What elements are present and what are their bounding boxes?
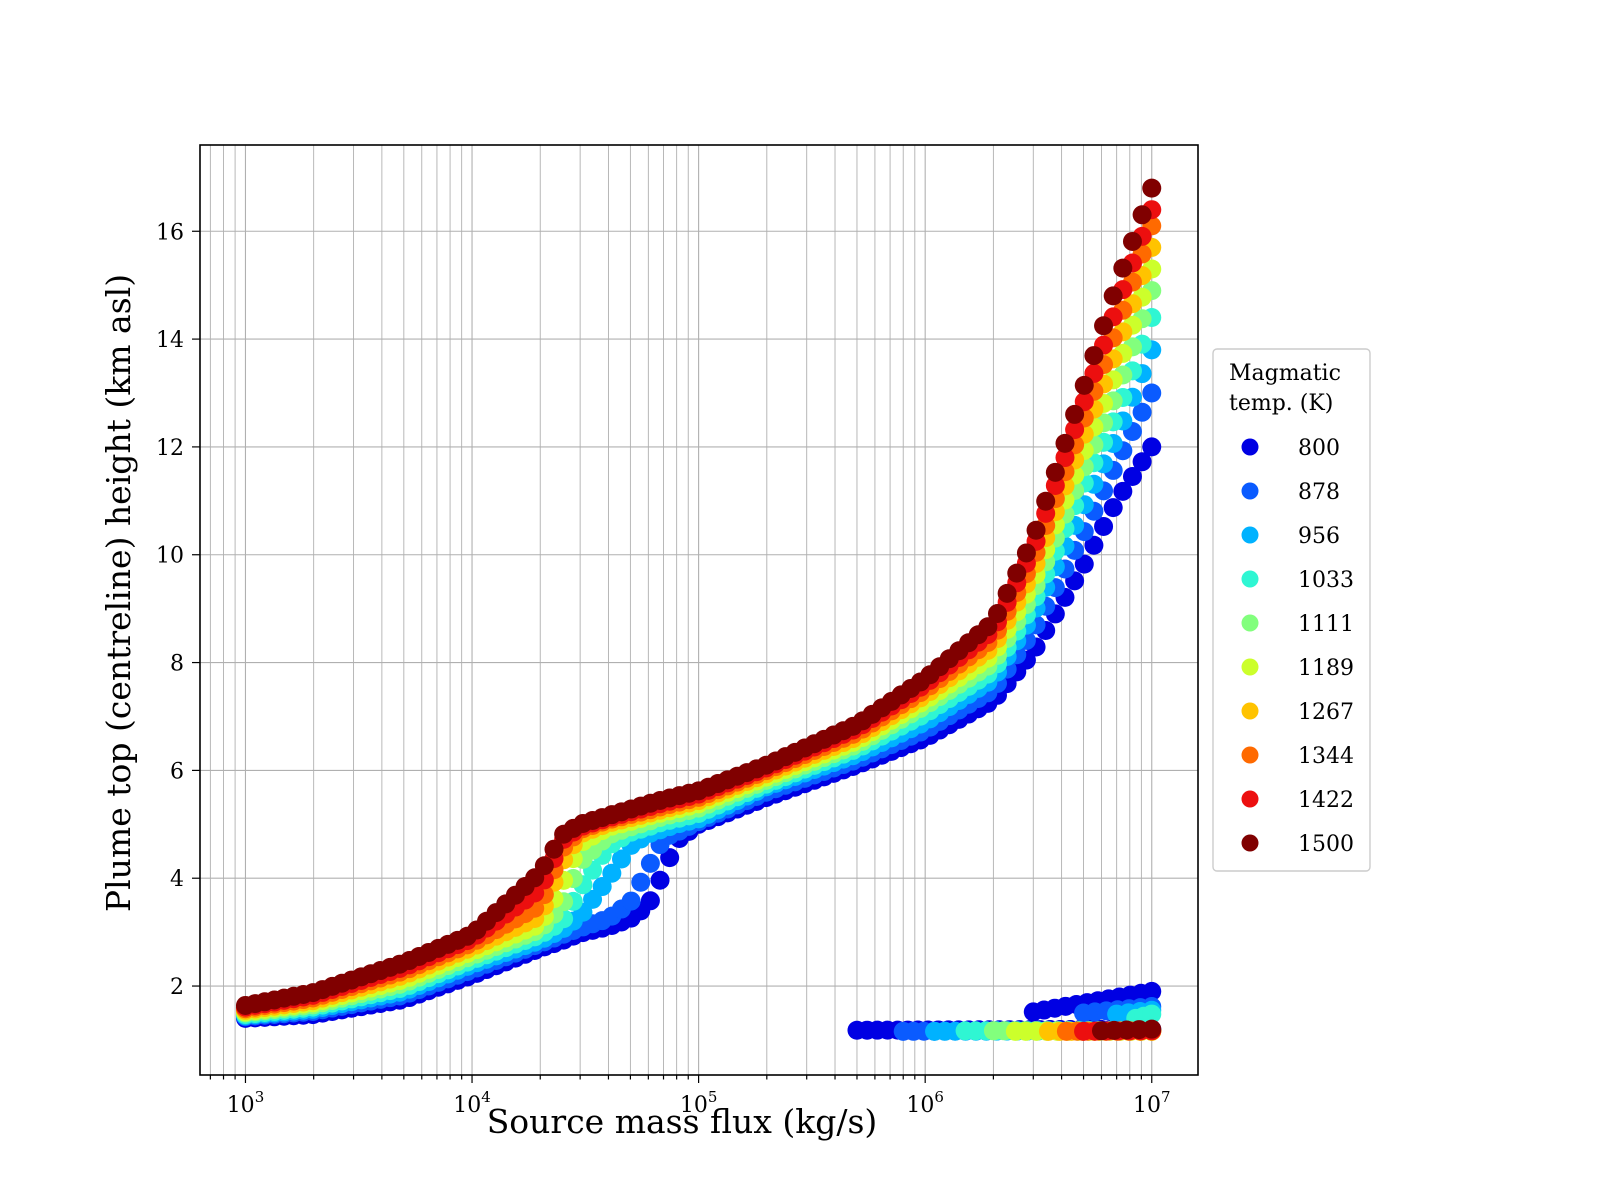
y-tick-label: 4 [170,867,184,892]
data-point [1036,491,1056,511]
data-point [997,583,1017,603]
data-points [235,178,1162,1041]
legend-label: 1111 [1298,612,1354,637]
data-point [1132,205,1152,225]
legend-label: 800 [1298,436,1340,461]
y-tick-label: 14 [156,328,184,353]
data-point [1113,258,1133,278]
data-point [660,848,680,868]
data-point [1132,452,1152,472]
legend-label: 1344 [1298,744,1354,769]
data-point [1026,520,1046,540]
legend-marker [1241,526,1259,544]
y-tick-label: 8 [170,652,184,677]
data-point [1065,404,1085,424]
legend-marker [1241,570,1259,588]
data-point [1084,346,1104,366]
legend-box [1212,348,1371,872]
data-point [1142,1019,1162,1039]
data-point [1016,543,1036,563]
legend-label: 878 [1298,480,1340,505]
legend-marker [1241,438,1259,456]
data-point [1074,554,1094,574]
data-point [1007,563,1027,583]
data-point [1142,178,1162,198]
y-tick-label: 12 [156,436,184,461]
x-tick-label: 106 [906,1088,944,1118]
data-point [1113,481,1133,501]
x-tick-label: 104 [453,1088,491,1118]
data-point [640,891,660,911]
legend-label: 1189 [1298,656,1354,681]
legend-marker [1241,746,1259,764]
y-tick-label: 10 [156,544,184,569]
axis-ticks [192,230,1153,1083]
y-axis-label: Plume top (centreline) height (km asl) [99,274,138,912]
x-tick-label: 103 [227,1088,265,1118]
y-tick-label: 16 [156,220,184,245]
upper-series-1500 [235,178,1162,1015]
data-point [592,877,612,897]
x-tick-labels: 103 104 105 106 107 [227,1088,1171,1118]
legend-title: temp. (K) [1229,391,1333,416]
data-point [1074,375,1094,395]
legend-marker [1241,702,1259,720]
data-point [640,853,660,873]
data-point [1122,467,1142,487]
data-point [1142,437,1162,457]
data-point [1122,231,1142,251]
legend-marker [1241,658,1259,676]
x-tick-label: 105 [680,1088,718,1118]
data-point [1045,475,1065,495]
data-point [1055,448,1075,468]
legend-title: Magmatic [1229,361,1341,386]
y-tick-label: 2 [170,975,184,1000]
legend-label: 1422 [1298,788,1354,813]
y-tick-labels: 2 4 6 8 10 12 14 16 [156,220,184,1000]
lower-series-1500 [1091,1019,1162,1041]
data-point [1142,383,1162,403]
data-point [987,604,1007,624]
data-point [631,872,651,892]
data-point [602,863,622,883]
data-point [534,856,554,876]
legend-label: 956 [1298,524,1340,549]
data-point [611,849,631,869]
legend-label: 1267 [1298,700,1354,725]
data-point [650,870,670,890]
data-point [1084,535,1104,555]
x-tick-label: 107 [1133,1088,1171,1118]
data-point [1142,1004,1162,1024]
legend-marker [1241,482,1259,500]
legend-marker [1241,834,1259,852]
legend-marker [1241,614,1259,632]
data-point [1103,286,1123,306]
data-point [1132,402,1152,422]
data-point [1142,981,1162,1001]
legend-label: 1500 [1298,832,1354,857]
data-point [1103,498,1123,518]
legend-marker [1241,790,1259,808]
data-point [544,839,564,859]
data-point [1055,433,1075,453]
legend: Magmatic temp. (K) 800 878 956 1033 1111 1189 12… [1212,348,1371,872]
data-point [1094,316,1114,336]
data-point [1065,420,1085,440]
data-point [1094,516,1114,536]
data-point [1045,462,1065,482]
data-point [978,617,998,637]
legend-label: 1033 [1298,568,1354,593]
data-point [621,891,641,911]
x-axis-label: Source mass flux (kg/s) [487,1102,878,1141]
y-tick-label: 6 [170,759,184,784]
